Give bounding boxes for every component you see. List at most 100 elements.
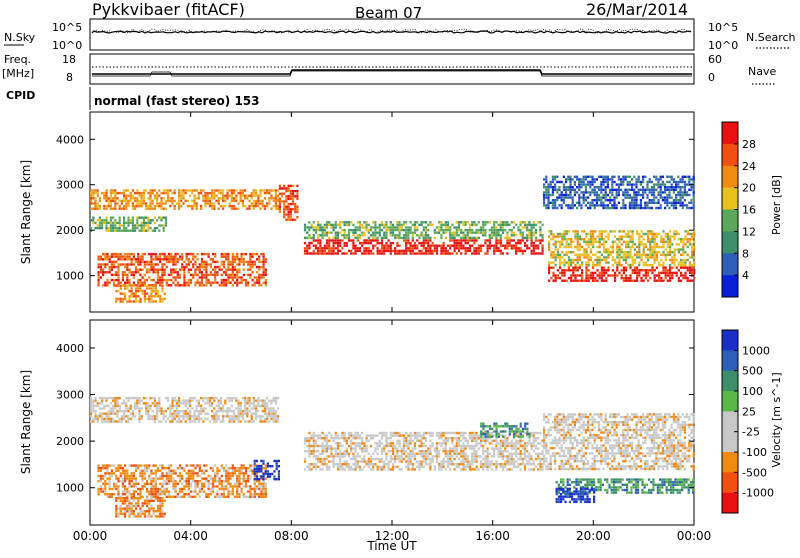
range-gate-cell bbox=[201, 266, 203, 268]
range-gate-cell bbox=[232, 256, 234, 258]
range-gate-cell bbox=[187, 400, 189, 402]
range-gate-cell bbox=[346, 245, 348, 247]
range-gate-cell bbox=[418, 252, 420, 254]
range-gate-cell bbox=[201, 263, 203, 265]
range-gate-cell bbox=[252, 493, 254, 495]
range-gate-cell bbox=[121, 202, 123, 204]
range-gate-cell bbox=[636, 267, 638, 269]
range-gate-cell bbox=[132, 189, 134, 191]
range-gate-cell bbox=[233, 192, 235, 194]
range-gate-cell bbox=[155, 490, 157, 492]
range-gate-cell bbox=[649, 238, 651, 240]
range-gate-cell bbox=[655, 178, 657, 180]
range-gate-cell bbox=[110, 420, 112, 422]
range-gate-cell bbox=[210, 258, 212, 260]
range-gate-cell bbox=[427, 234, 429, 236]
range-gate-cell bbox=[240, 410, 242, 412]
range-gate-cell bbox=[654, 251, 656, 253]
range-gate-cell bbox=[279, 211, 281, 213]
range-gate-cell bbox=[427, 252, 429, 254]
range-gate-cell bbox=[621, 251, 623, 253]
range-gate-cell bbox=[258, 274, 260, 276]
range-gate-cell bbox=[654, 261, 656, 263]
range-gate-cell bbox=[405, 226, 407, 228]
range-gate-cell bbox=[647, 256, 649, 258]
range-gate-cell bbox=[244, 405, 246, 407]
range-gate-cell bbox=[127, 224, 129, 226]
range-gate-cell bbox=[607, 181, 609, 183]
range-gate-cell bbox=[181, 475, 183, 477]
range-gate-cell bbox=[666, 199, 668, 201]
range-gate-cell bbox=[625, 254, 627, 256]
range-gate-cell bbox=[268, 415, 270, 417]
range-gate-cell bbox=[566, 254, 568, 256]
range-gate-cell bbox=[119, 405, 121, 407]
range-gate-cell bbox=[363, 252, 365, 254]
range-gate-cell bbox=[618, 261, 620, 263]
range-gate-cell bbox=[139, 256, 141, 258]
range-gate-cell bbox=[528, 221, 530, 223]
range-gate-cell bbox=[624, 178, 626, 180]
range-gate-cell bbox=[313, 252, 315, 254]
range-gate-cell bbox=[222, 205, 224, 207]
range-gate-cell bbox=[684, 176, 686, 178]
range-gate-cell bbox=[143, 189, 145, 191]
range-gate-cell bbox=[157, 295, 159, 297]
range-gate-cell bbox=[603, 230, 605, 232]
range-gate-cell bbox=[622, 207, 624, 209]
range-gate-cell bbox=[275, 397, 277, 399]
range-gate-cell bbox=[226, 413, 228, 415]
range-gate-cell bbox=[252, 470, 254, 472]
range-gate-cell bbox=[454, 237, 456, 239]
range-gate-cell bbox=[222, 195, 224, 197]
range-gate-cell bbox=[257, 195, 259, 197]
range-gate-cell bbox=[668, 176, 670, 178]
range-gate-cell bbox=[161, 464, 163, 466]
range-gate-cell bbox=[102, 475, 104, 477]
range-gate-cell bbox=[693, 235, 695, 237]
range-gate-cell bbox=[669, 243, 671, 245]
range-gate-cell bbox=[159, 464, 161, 466]
range-gate-cell bbox=[238, 477, 240, 479]
range-gate-cell bbox=[682, 191, 684, 193]
range-gate-cell bbox=[578, 183, 580, 185]
range-gate-cell bbox=[153, 258, 155, 260]
range-gate-cell bbox=[412, 239, 414, 241]
range-gate-cell bbox=[592, 235, 594, 237]
range-gate-cell bbox=[392, 250, 394, 252]
range-gate-cell bbox=[120, 253, 122, 255]
range-gate-cell bbox=[160, 202, 162, 204]
range-gate-cell bbox=[265, 284, 267, 286]
range-gate-cell bbox=[116, 402, 118, 404]
range-gate-cell bbox=[440, 245, 442, 247]
range-gate-cell bbox=[90, 400, 92, 402]
range-gate-cell bbox=[112, 420, 114, 422]
range-gate-cell bbox=[112, 410, 114, 412]
range-gate-cell bbox=[665, 241, 667, 243]
range-gate-cell bbox=[649, 254, 651, 256]
range-gate-cell bbox=[236, 284, 238, 286]
range-gate-cell bbox=[136, 192, 138, 194]
range-gate-cell bbox=[146, 287, 148, 289]
range-gate-cell bbox=[605, 204, 607, 206]
range-gate-cell bbox=[591, 183, 593, 185]
range-gate-cell bbox=[253, 189, 255, 191]
range-gate-cell bbox=[308, 229, 310, 231]
range-gate-cell bbox=[164, 298, 166, 300]
range-gate-cell bbox=[495, 247, 497, 249]
range-gate-cell bbox=[693, 194, 695, 196]
range-gate-cell bbox=[127, 410, 129, 412]
range-gate-cell bbox=[344, 252, 346, 254]
range-gate-cell bbox=[241, 483, 243, 485]
range-gate-cell bbox=[311, 252, 313, 254]
range-gate-cell bbox=[550, 183, 552, 185]
range-gate-cell bbox=[568, 243, 570, 245]
range-gate-cell bbox=[188, 263, 190, 265]
range-gate-cell bbox=[122, 480, 124, 482]
range-gate-cell bbox=[577, 256, 579, 258]
range-gate-cell bbox=[418, 237, 420, 239]
range-gate-cell bbox=[636, 233, 638, 235]
range-gate-cell bbox=[97, 402, 99, 404]
range-gate-cell bbox=[658, 261, 660, 263]
range-gate-cell bbox=[200, 189, 202, 191]
